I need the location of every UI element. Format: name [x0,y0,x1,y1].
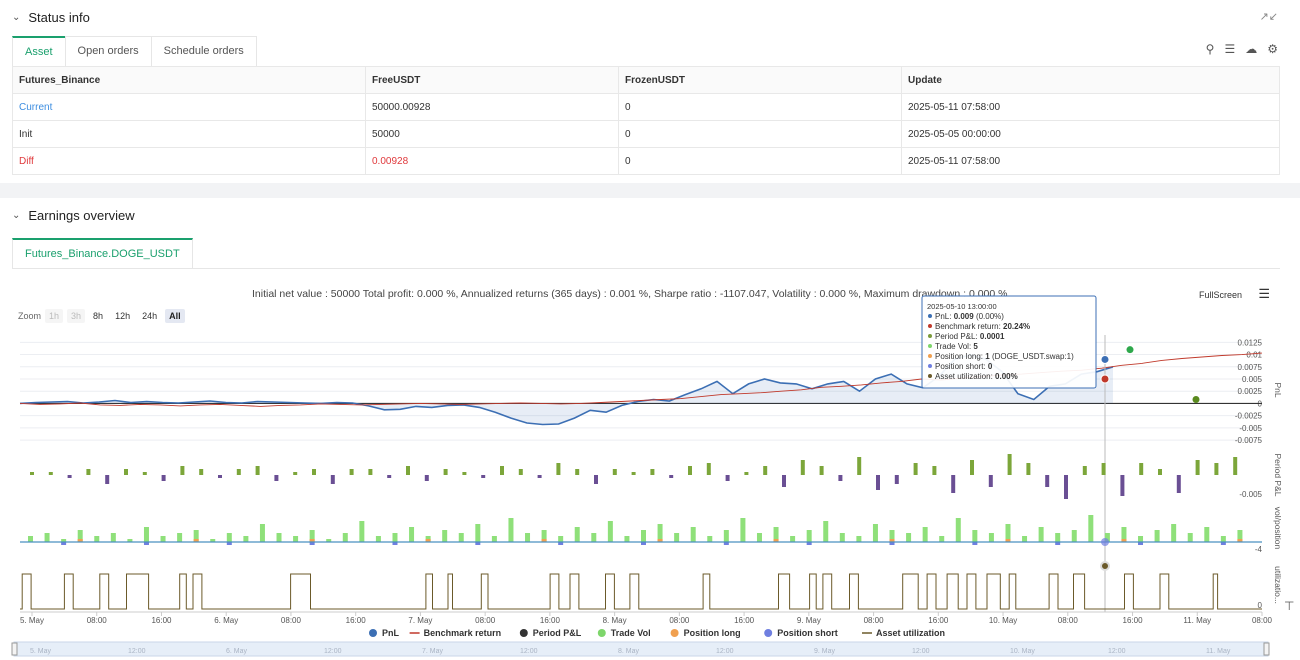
table-cell: 2025-05-11 07:58:00 [901,147,1280,175]
row-label-diff: Diff [12,147,366,175]
status-info-header[interactable]: ⌄ Status info [12,10,90,25]
zoom-24h-button[interactable]: 24h [142,311,158,321]
table-row: Init 50000 0 2025-05-05 00:00:00 [12,120,1280,148]
table-row: Diff 0.00928 0 2025-05-11 07:58:00 [12,147,1280,175]
zoom-selector: Zoom 1h 3h 8h 12h 24h All [18,309,185,323]
column-header: Futures_Binance [12,66,366,94]
column-header: FrozenUSDT [618,66,902,94]
table-cell: 2025-05-11 07:58:00 [901,93,1280,121]
column-header: Update [901,66,1280,94]
earnings-overview-panel: ⌄ Earnings overview Futures_Binance.DOGE… [0,198,1300,660]
table-cell: 0.00928 [365,147,619,175]
collapse-icon[interactable]: ↗↙ [1259,11,1278,23]
tab-schedule-orders[interactable]: Schedule orders [150,36,257,66]
list-icon[interactable]: ☰ [1224,42,1236,56]
earnings-header[interactable]: ⌄ Earnings overview [12,208,135,223]
table-cell: 0 [618,93,902,121]
asset-table: Futures_Binance FreeUSDT FrozenUSDT Upda… [12,66,1280,175]
tab-divider [12,268,1280,269]
table-cell: 50000.00928 [365,93,619,121]
summary-text: Initial net value : 50000 Total profit: … [252,288,1008,300]
tab-asset[interactable]: Asset [12,36,66,66]
menu-icon[interactable]: ☰ [1258,286,1270,301]
table-cell: 50000 [365,120,619,148]
column-header: FreeUSDT [365,66,619,94]
chevron-down-icon[interactable]: ⌄ [12,210,21,221]
fullscreen-button[interactable]: FullScreen [1198,290,1242,300]
zoom-all-button[interactable]: All [165,309,185,323]
status-info-title: Status info [28,10,90,25]
zoom-1h-button[interactable]: 1h [45,309,64,323]
earnings-title: Earnings overview [28,208,135,223]
table-header-row: Futures_Binance FreeUSDT FrozenUSDT Upda… [12,66,1280,94]
row-label-init: Init [12,120,366,148]
table-cell: 0 [618,147,902,175]
zoom-3h-button[interactable]: 3h [67,309,86,323]
cloud-download-icon[interactable]: ☁ [1245,42,1258,56]
status-info-panel: ⌄ Status info ↗↙ Asset Open orders Sched… [0,0,1300,183]
zoom-label: Zoom [18,311,42,321]
row-label-current: Current [12,93,366,121]
zoom-12h-button[interactable]: 12h [115,311,131,321]
tab-doge-usdt[interactable]: Futures_Binance.DOGE_USDT [12,238,193,269]
search-icon[interactable]: ⚲ [1205,42,1215,56]
table-row: Current 50000.00928 0 2025-05-11 07:58:0… [12,93,1280,121]
gear-icon[interactable]: ⚙ [1267,42,1278,56]
table-cell: 0 [618,120,902,148]
tab-open-orders[interactable]: Open orders [64,36,152,66]
chevron-down-icon[interactable]: ⌄ [12,12,21,23]
status-tabs: Asset Open orders Schedule orders [12,36,257,67]
zoom-8h-button[interactable]: 8h [93,311,104,321]
table-cell: 2025-05-05 00:00:00 [901,120,1280,148]
table-toolbar: ⚲ ☰ ☁ ⚙ [1206,42,1278,56]
